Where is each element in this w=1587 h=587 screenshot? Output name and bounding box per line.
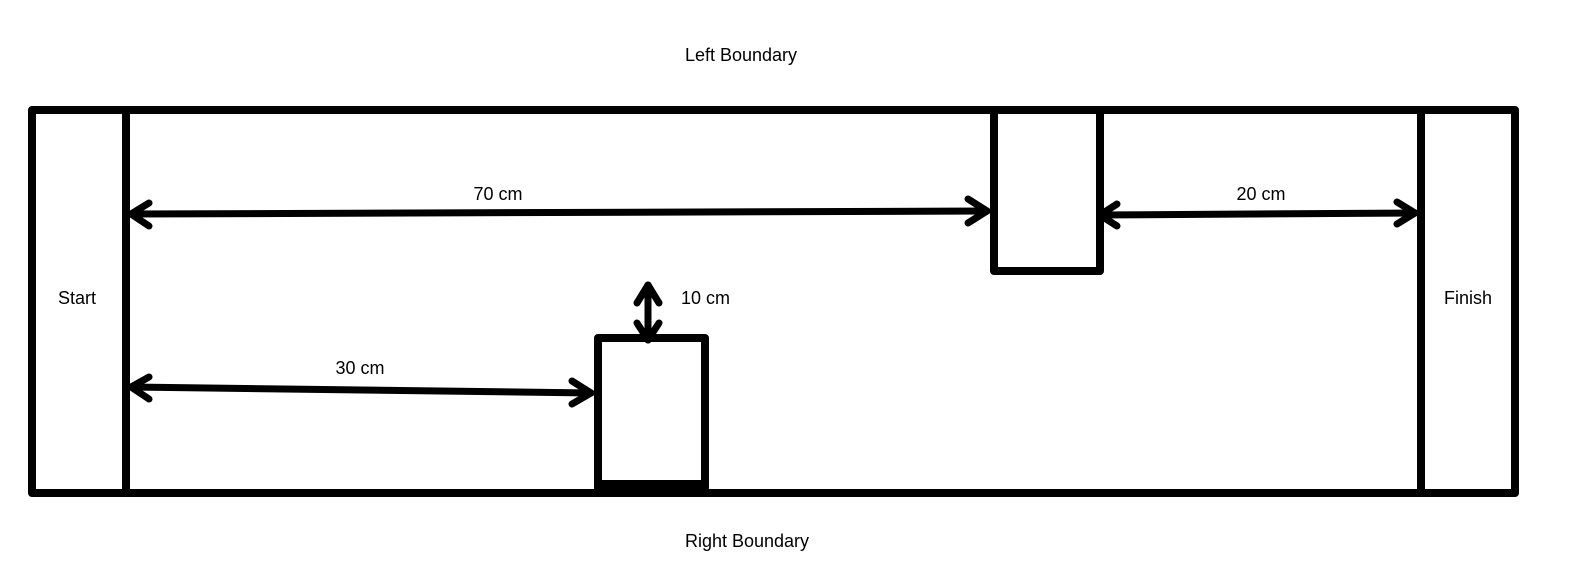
bottom-boundary-label: Right Boundary [685, 531, 809, 551]
dimension-label-20cm: 20 cm [1236, 184, 1285, 204]
finish-zone-label: Finish [1444, 288, 1492, 308]
obstacle-bottom-base [598, 480, 705, 492]
dimension-arrow-70cm [127, 195, 991, 230]
dimension-label-10cm: 10 cm [681, 288, 730, 308]
start-zone-label: Start [58, 288, 96, 308]
top-boundary-label: Left Boundary [685, 45, 797, 65]
dimension-label-30cm: 30 cm [335, 358, 384, 378]
dimension-arrow-20cm [1096, 198, 1419, 230]
dimension-arrow-10cm [633, 281, 663, 344]
course-outline [28, 106, 1519, 497]
obstacle-bottom [594, 334, 709, 492]
obstacle-top [990, 108, 1104, 275]
dimension-label-70cm: 70 cm [473, 184, 522, 204]
dimension-arrow-30cm [127, 373, 595, 408]
